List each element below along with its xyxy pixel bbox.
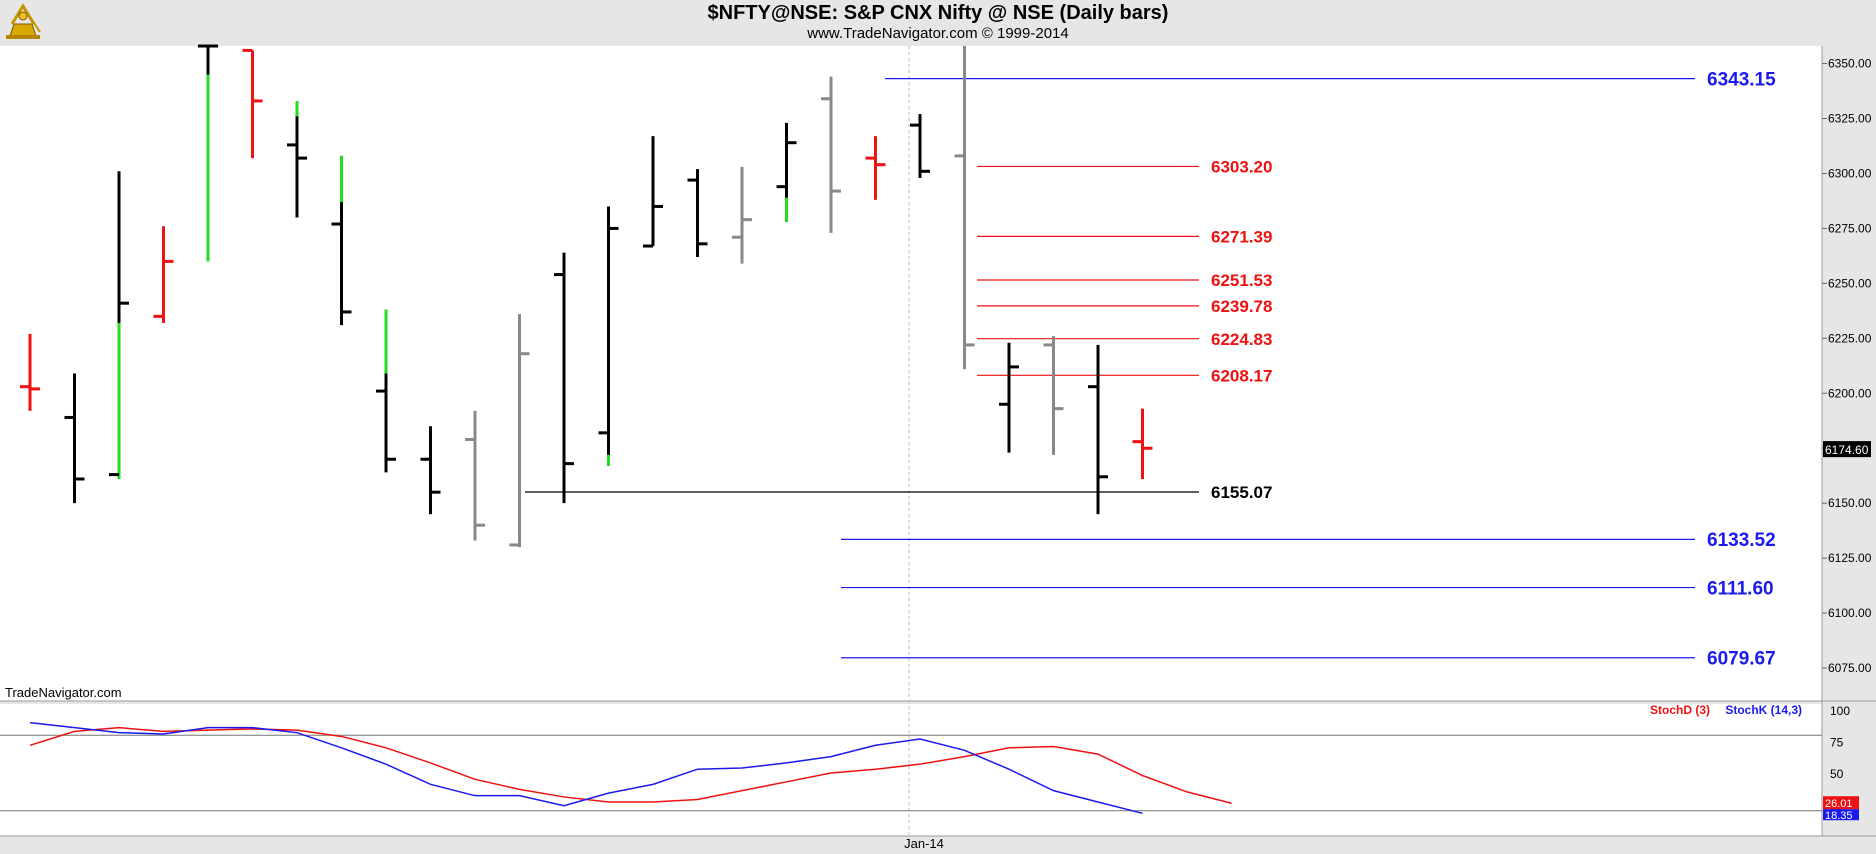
indicator-panel-bg [0, 704, 1822, 836]
level-label: 6303.20 [1211, 158, 1272, 177]
ohlc-bar [1132, 408, 1153, 480]
stoch-series-line [29, 721, 1143, 815]
sextant-logo-icon [6, 3, 41, 39]
ohlc-bar [465, 410, 485, 541]
y-tick-label: 6300.00 [1828, 166, 1872, 180]
ohlc-bar [687, 169, 708, 258]
ohlc-bar [242, 48, 263, 159]
ohlc-bar [821, 76, 841, 233]
legend-stoch-k: StochK (14,3) [1725, 703, 1802, 717]
chart-subtitle: www.TradeNavigator.com © 1999-2014 [807, 25, 1069, 42]
stoch-d-value: 26.01 [1825, 798, 1853, 810]
ohlc-bar [865, 136, 886, 200]
price-axis: 6350.00 6325.00 6300.00 6275.00 6250.00 6225.… [1822, 57, 1872, 675]
level-label: 6343.15 [1707, 69, 1776, 90]
ohlc-bar [954, 46, 975, 370]
level-label: 6111.60 [1707, 578, 1774, 599]
level-lines: 6343.15 6303.20 6271.39 6251.53 6239.78 6224.… [525, 69, 1776, 670]
ohlc-bar [109, 171, 129, 480]
stoch-d-badge [1823, 796, 1859, 810]
level-label: 6155.07 [1211, 483, 1272, 502]
level-label: 6239.78 [1211, 297, 1272, 316]
legend-stoch-d: StochD (3) [1650, 703, 1710, 717]
chart-title: $NFTY@NSE: S&P CNX Nifty @ NSE (Daily ba… [707, 2, 1169, 24]
ohlc-bar [598, 206, 619, 466]
last-price-label: 6174.60 [1825, 443, 1869, 457]
ohlc-bar [554, 252, 574, 504]
ohlc-bar [198, 44, 218, 262]
stoch-tick-label: 75 [1830, 736, 1844, 750]
ohlc-bar [1043, 336, 1064, 455]
y-tick-label: 6350.00 [1828, 57, 1872, 71]
ohlc-bar [732, 166, 752, 264]
ohlc-bar [420, 426, 441, 515]
level-label: 6224.83 [1211, 330, 1272, 349]
last-price-badge [1823, 441, 1871, 458]
level-label: 6079.67 [1707, 649, 1776, 670]
stoch-k-badge [1823, 809, 1859, 821]
ohlc-bar [999, 342, 1019, 453]
y-tick-label: 6125.00 [1828, 551, 1872, 565]
ohlc-bar [776, 122, 797, 222]
ohlc-bar [331, 155, 352, 326]
y-tick-label: 6225.00 [1828, 331, 1872, 345]
chart-header: $NFTY@NSE: S&P CNX Nifty @ NSE (Daily ba… [0, 0, 1876, 46]
ohlc-bar [643, 136, 663, 248]
y-tick-label: 6325.00 [1828, 112, 1872, 126]
x-tick-label: Jan-14 [904, 836, 944, 851]
stoch-series-line [29, 726, 1232, 804]
y-tick-label: 6275.00 [1828, 221, 1872, 235]
y-tick-label: 6150.00 [1828, 496, 1872, 510]
price-bars [20, 44, 1153, 548]
ohlc-bar [910, 114, 930, 178]
ohlc-bar [20, 333, 40, 411]
watermark: TradeNavigator.com [5, 685, 122, 700]
level-label: 6133.52 [1707, 530, 1776, 551]
y-tick-label: 6075.00 [1828, 661, 1872, 675]
level-label: 6271.39 [1211, 227, 1272, 246]
ohlc-bar [64, 373, 85, 504]
stoch-tick-label: 100 [1830, 704, 1850, 718]
price-panel-bg [0, 46, 1822, 701]
ohlc-bar [376, 309, 396, 473]
y-tick-label: 6250.00 [1828, 276, 1872, 290]
level-label: 6208.17 [1211, 366, 1272, 385]
ohlc-bar [509, 314, 530, 548]
level-label: 6251.53 [1211, 271, 1272, 290]
ohlc-bar [153, 226, 174, 323]
y-tick-label: 6200.00 [1828, 386, 1872, 400]
stoch-tick-label: 50 [1830, 767, 1844, 781]
ohlc-bar [287, 100, 307, 218]
ohlc-bar [1088, 344, 1108, 515]
y-tick-label: 6100.00 [1828, 606, 1872, 620]
stoch-k-value: 18.35 [1825, 810, 1853, 822]
